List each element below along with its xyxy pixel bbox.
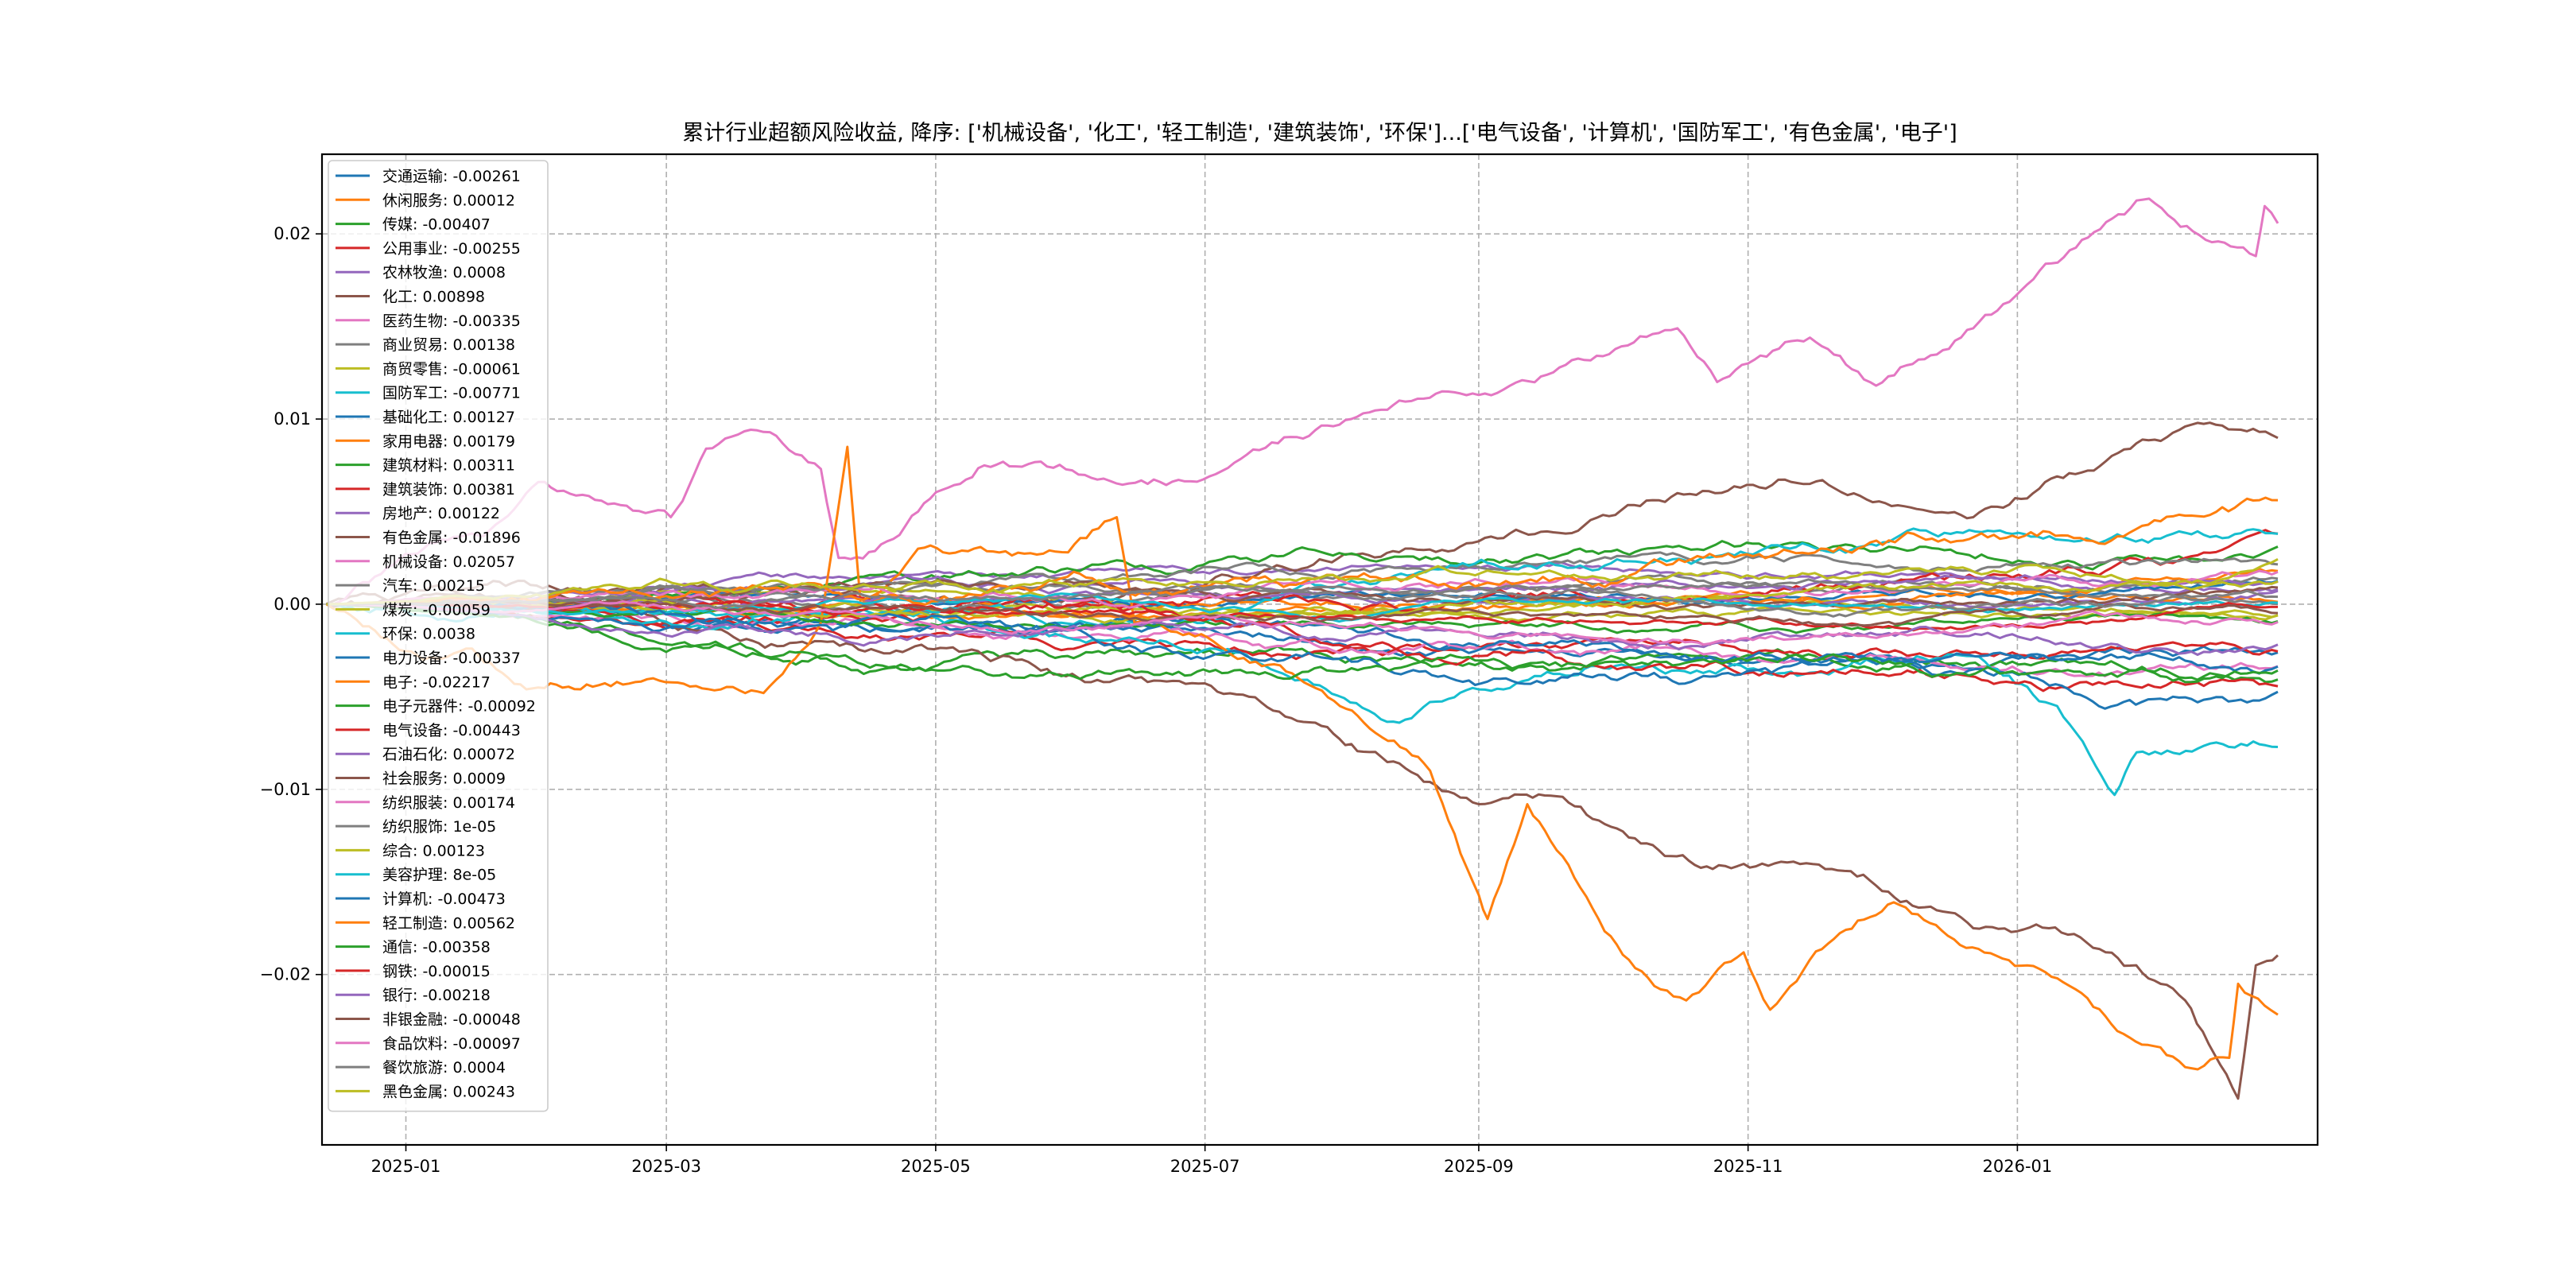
series-line-黑色金属 [326, 557, 2279, 606]
x-tick-label: 2025-09 [1444, 1157, 1514, 1176]
series-line-有色金属 [325, 592, 2279, 1100]
y-tick-label: 0.01 [274, 409, 311, 429]
legend-label: 农林牧渔: 0.0008 [382, 264, 506, 281]
legend-label: 电气设备: -0.00443 [382, 722, 521, 739]
y-tick-label: −0.01 [260, 780, 311, 799]
y-tick-label: −0.02 [260, 965, 311, 984]
y-tick-label: 0.02 [274, 224, 311, 243]
legend-label: 商贸零售: -0.00061 [382, 360, 521, 378]
legend-label: 计算机: -0.00473 [382, 890, 506, 908]
legend: 交通运输: -0.00261 休闲服务: 0.00012 传媒: -0.00407 公… [328, 160, 549, 1112]
legend-label: 家用电器: 0.00179 [382, 433, 515, 450]
series-line-食品饮料 [326, 600, 2279, 646]
legend-label: 黑色金属: 0.00243 [382, 1083, 515, 1100]
series-line-非银金融 [326, 600, 2279, 627]
legend-label: 房地产: 0.00122 [382, 505, 500, 522]
legend-label: 建筑装饰: 0.00381 [382, 481, 515, 499]
legend-label: 建筑材料: 0.00311 [382, 457, 515, 475]
legend-label: 银行: -0.00218 [382, 987, 491, 1004]
legend-label: 有色金属: -0.01896 [382, 530, 521, 547]
x-tick-label: 2025-11 [1713, 1157, 1783, 1176]
x-tick-label: 2025-07 [1170, 1157, 1240, 1176]
legend-label: 电力设备: -0.00337 [382, 650, 521, 667]
legend-label: 轻工制造: 0.00562 [382, 914, 515, 932]
x-tick-label: 2026-01 [1983, 1157, 2053, 1176]
legend-label: 通信: -0.00358 [382, 939, 491, 956]
grid-lines [322, 154, 2318, 1145]
legend-label: 机械设备: 0.02057 [382, 553, 515, 571]
x-tick-label: 2025-03 [631, 1157, 701, 1176]
legend-box [328, 160, 549, 1112]
series-lines [325, 197, 2279, 1100]
y-tick-label: 0.00 [274, 595, 311, 614]
legend-label: 社会服务: 0.0009 [382, 770, 506, 788]
series-line-汽车 [326, 551, 2279, 606]
legend-label: 公用事业: -0.00255 [382, 240, 521, 258]
series-line-综合 [326, 580, 2279, 624]
legend-label: 钢铁: -0.00015 [382, 963, 491, 980]
legend-label: 交通运输: -0.00261 [382, 168, 521, 185]
legend-label: 基础化工: 0.00127 [382, 409, 515, 426]
axis-ticks: 2025-01 2025-03 2025-05 2025-07 2025-09 2025-… [260, 224, 2053, 1176]
legend-label: 餐饮旅游: 0.0004 [382, 1059, 506, 1077]
legend-label: 综合: 0.00123 [382, 842, 485, 859]
x-tick-label: 2025-01 [371, 1157, 441, 1176]
legend-label: 医药生物: -0.00335 [382, 312, 521, 330]
legend-label: 化工: 0.00898 [382, 289, 485, 306]
legend-label: 石油石化: 0.00072 [382, 746, 515, 763]
series-line-传媒 [326, 603, 2279, 684]
legend-label: 休闲服务: 0.00012 [382, 192, 515, 209]
legend-label: 美容护理: 8e-05 [382, 867, 496, 884]
legend-label: 电子元器件: -0.00092 [382, 698, 536, 716]
series-line-电子 [325, 445, 2279, 1071]
legend-label: 商业贸易: 0.00138 [382, 336, 515, 354]
legend-label: 纺织服装: 0.00174 [382, 794, 515, 812]
series-line-计算机 [326, 601, 2279, 710]
series-line-银行 [326, 603, 2279, 656]
legend-label: 电子: -0.02217 [382, 673, 491, 691]
series-line-通信 [326, 603, 2279, 684]
plot-frame [320, 153, 2319, 1146]
legend-label: 食品饮料: -0.00097 [382, 1035, 521, 1053]
chart-title: 累计行业超额风险收益, 降序: ['机械设备', '化工', '轻工制造', '… [682, 121, 1957, 145]
series-line-餐饮旅游 [326, 584, 2279, 618]
legend-label: 国防军工: -0.00771 [382, 385, 521, 402]
series-line-纺织服饰 [326, 578, 2279, 606]
series-line-电力设备 [326, 603, 2279, 675]
series-line-机械设备 [326, 197, 2279, 606]
legend-label: 传媒: -0.00407 [382, 216, 491, 234]
x-tick-label: 2025-05 [901, 1157, 971, 1176]
legend-label: 煤炭: -0.00059 [382, 601, 491, 619]
legend-label: 纺织服饰: 1e-05 [382, 818, 496, 836]
legend-label: 环保: 0.0038 [382, 626, 475, 643]
series-line-建筑材料 [326, 540, 2279, 606]
legend-label: 非银金融: -0.00048 [382, 1011, 521, 1029]
legend-label: 汽车: 0.00215 [382, 577, 485, 595]
